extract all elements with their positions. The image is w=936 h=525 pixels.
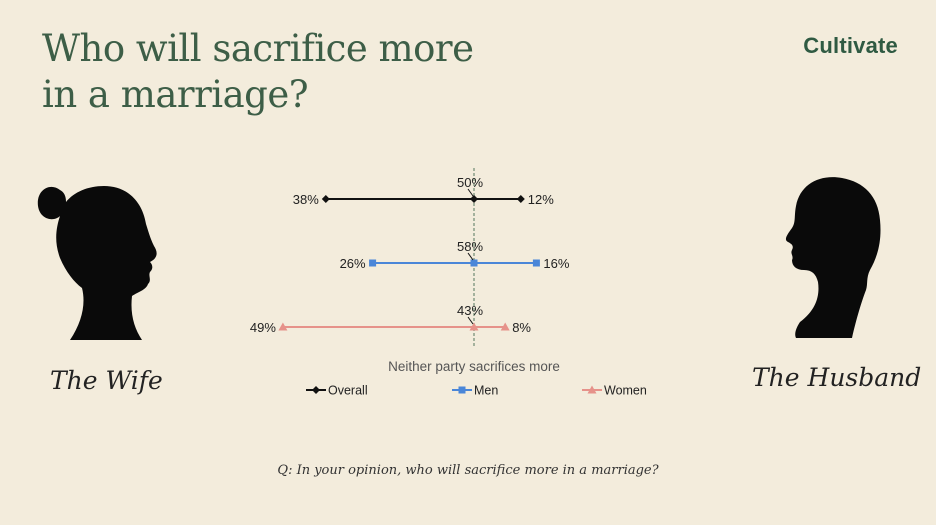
women-neither-marker	[469, 322, 479, 331]
husband-caption: The Husband	[752, 363, 922, 392]
legend-men-label: Men	[474, 384, 498, 398]
center-axis-label: Neither party sacrifices more	[388, 359, 560, 374]
legend-overall-label: Overall	[328, 384, 368, 398]
women-wife-marker	[278, 322, 288, 331]
wife-caption: The Wife	[50, 366, 163, 395]
men-wife-marker	[369, 259, 377, 267]
brand-logo: Cultivate	[803, 33, 898, 58]
legend-overall-marker	[312, 386, 320, 394]
women-neither-label: 43%	[457, 303, 483, 318]
women-husband-label: 8%	[512, 320, 531, 335]
overall-leader-line	[467, 188, 474, 197]
overall-husband-label: 12%	[528, 192, 554, 207]
man-silhouette-icon	[785, 177, 881, 338]
men-husband-marker	[532, 259, 540, 267]
men-wife-label: 26%	[340, 256, 366, 271]
women-husband-marker	[500, 322, 510, 331]
overall-husband-marker	[516, 195, 525, 203]
legend-women-label: Women	[604, 384, 647, 398]
women-leader-line	[467, 316, 474, 325]
men-leader-line	[467, 252, 474, 261]
survey-question: Q: In your opinion, who will sacrifice m…	[277, 463, 659, 478]
men-husband-label: 16%	[543, 256, 569, 271]
legend-women-marker	[587, 385, 597, 394]
women-wife-label: 49%	[250, 320, 276, 335]
overall-wife-marker	[321, 195, 330, 203]
overall-neither-marker	[470, 195, 478, 203]
page-title: Who will sacrifice more in a marriage?	[42, 27, 474, 116]
legend-men-marker	[458, 386, 466, 394]
overall-wife-label: 38%	[293, 192, 319, 207]
men-neither-marker	[470, 259, 478, 267]
men-neither-label: 58%	[457, 239, 483, 254]
overall-neither-label: 50%	[457, 175, 483, 190]
woman-silhouette-icon	[37, 186, 157, 340]
